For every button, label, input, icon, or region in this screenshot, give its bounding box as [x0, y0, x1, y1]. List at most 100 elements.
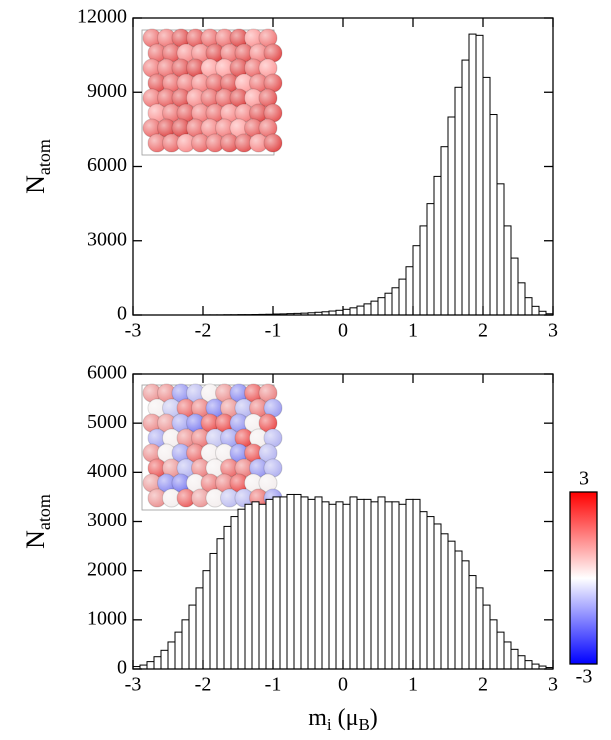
- atom-highlight: [215, 384, 234, 402]
- atom-highlight: [230, 384, 248, 402]
- atom-highlight: [177, 134, 195, 152]
- bar: [447, 540, 456, 670]
- atom-highlight: [186, 444, 205, 462]
- atom-highlight: [191, 104, 210, 122]
- bar: [335, 501, 344, 670]
- atom-highlight: [244, 89, 263, 107]
- bar: [181, 619, 190, 670]
- atom-highlight: [157, 29, 176, 47]
- atom-highlight: [186, 59, 205, 77]
- atom-highlight: [220, 459, 239, 477]
- bar: [426, 516, 435, 670]
- bar: [384, 501, 393, 670]
- atom-highlight: [220, 74, 239, 92]
- atom-highlight: [157, 59, 176, 77]
- y-tick-label: 3000: [87, 228, 127, 250]
- atom-highlight: [235, 134, 253, 152]
- y-axis-label-sub: atom: [34, 139, 54, 175]
- atom-highlight: [157, 444, 176, 462]
- atom-highlight: [201, 59, 219, 77]
- atom-highlight: [230, 474, 248, 492]
- atom-highlight: [191, 134, 210, 152]
- bar: [496, 631, 505, 670]
- atom-highlight: [157, 119, 176, 137]
- atom-highlight: [230, 89, 248, 107]
- bar: [188, 604, 197, 670]
- bar: [293, 493, 302, 670]
- bar: [419, 225, 428, 316]
- bar: [398, 503, 407, 670]
- bar: [307, 498, 316, 670]
- x-tick-label: -3: [125, 320, 142, 342]
- atom-highlight: [220, 399, 239, 417]
- atom-highlight: [259, 474, 277, 492]
- atom-highlight: [162, 399, 181, 417]
- atom-highlight: [162, 459, 181, 477]
- bar: [377, 297, 386, 316]
- atom-highlight: [191, 74, 210, 92]
- atom-highlight: [249, 459, 268, 477]
- atom-highlight: [230, 119, 248, 137]
- bar: [433, 175, 442, 316]
- bar: [209, 552, 218, 670]
- bar: [363, 303, 372, 316]
- bar: [349, 496, 358, 670]
- atom-highlight: [186, 414, 205, 432]
- bar: [314, 496, 323, 670]
- atom-highlight: [244, 384, 263, 402]
- atom-highlight: [201, 89, 219, 107]
- atom-highlight: [172, 414, 190, 432]
- bar: [510, 257, 519, 316]
- atom-highlight: [172, 89, 190, 107]
- x-tick-label: -3: [125, 674, 142, 696]
- atom-highlight: [206, 459, 224, 477]
- atom-highlight: [206, 489, 224, 507]
- atom-highlight: [201, 119, 219, 137]
- colorbar-frame: [569, 491, 598, 665]
- bar: [489, 619, 498, 670]
- y-tick-label: 0: [117, 303, 127, 325]
- x-tick-label: 2: [478, 674, 488, 696]
- atom-highlight: [177, 489, 195, 507]
- y-tick-label: 9000: [87, 80, 127, 102]
- bar: [496, 183, 505, 316]
- atom-highlight: [186, 89, 205, 107]
- bar: [223, 525, 232, 670]
- atom-highlight: [162, 104, 181, 122]
- atom-highlight: [244, 119, 263, 137]
- bar: [454, 86, 463, 316]
- atom-highlight: [157, 414, 176, 432]
- atom-highlight: [230, 444, 248, 462]
- atom-highlight: [215, 474, 234, 492]
- atom-highlight: [220, 134, 239, 152]
- x-axis-label-sub: i: [327, 715, 332, 734]
- plot-frame: [132, 17, 554, 316]
- atom-highlight: [264, 134, 282, 152]
- atom-highlight: [143, 89, 161, 107]
- bar: [524, 660, 533, 670]
- bar: [216, 538, 225, 670]
- y-tick-label: 0: [117, 657, 127, 679]
- y-axis-label-sub: atom: [34, 494, 54, 530]
- atom-highlight: [235, 44, 253, 62]
- bar: [517, 282, 526, 316]
- bar: [531, 305, 540, 316]
- bar: [482, 76, 491, 316]
- x-tick-label: -1: [265, 320, 282, 342]
- atom-highlight: [206, 134, 224, 152]
- atom-highlight: [148, 429, 166, 447]
- atom-highlight: [206, 104, 224, 122]
- bar: [531, 663, 540, 670]
- atom-highlight: [143, 119, 161, 137]
- atom-highlight: [191, 489, 210, 507]
- atom-highlight: [143, 444, 161, 462]
- atom-highlight: [201, 414, 219, 432]
- atom-highlight: [148, 74, 166, 92]
- bar: [503, 225, 512, 316]
- atom-highlight: [162, 74, 181, 92]
- y-axis-label-main: N: [21, 175, 50, 194]
- bar: [440, 533, 449, 670]
- atom-highlight: [172, 444, 190, 462]
- atom-highlight: [162, 134, 181, 152]
- bar: [405, 266, 414, 316]
